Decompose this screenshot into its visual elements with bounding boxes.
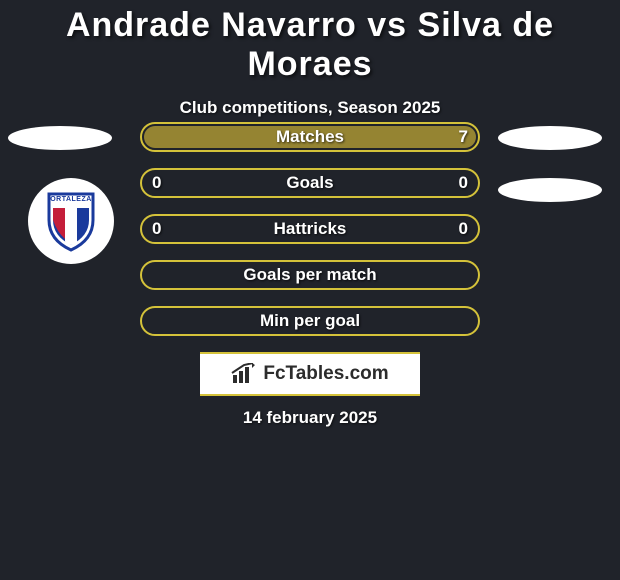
stat-right-value: 7: [459, 127, 468, 147]
stat-left-value: 0: [152, 219, 161, 239]
brand-text: FcTables.com: [263, 363, 388, 385]
player-left-placeholder: [8, 126, 112, 150]
club-shield-icon: ORTALEZA: [45, 190, 97, 252]
subtitle: Club competitions, Season 2025: [0, 98, 620, 118]
stat-label: Goals: [286, 173, 333, 193]
stat-right-value: 0: [459, 219, 468, 239]
stat-bar: 0 Hattricks 0: [140, 214, 480, 244]
brand-plate: FcTables.com: [200, 352, 420, 396]
stat-bars: Matches 7 0 Goals 0 0 Hattricks 0 Goals per matc…: [140, 122, 480, 352]
stat-label: Matches: [276, 127, 344, 147]
club-badge-label: ORTALEZA: [45, 196, 97, 203]
comparison-card: Andrade Navarro vs Silva de Moraes Club …: [0, 0, 620, 580]
stat-right-value: 0: [459, 173, 468, 193]
club-right-placeholder: [498, 178, 602, 202]
stat-bar: Matches 7: [140, 122, 480, 152]
page-title: Andrade Navarro vs Silva de Moraes: [0, 6, 620, 84]
stat-label: Goals per match: [243, 265, 376, 285]
club-left-badge: ORTALEZA: [28, 178, 114, 264]
stat-label: Min per goal: [260, 311, 360, 331]
stat-bar: Min per goal: [140, 306, 480, 336]
snapshot-date: 14 february 2025: [0, 408, 620, 428]
stat-left-value: 0: [152, 173, 161, 193]
stat-bar: Goals per match: [140, 260, 480, 290]
brand-chart-icon: [231, 363, 257, 385]
player-right-placeholder: [498, 126, 602, 150]
stat-label: Hattricks: [274, 219, 347, 239]
stat-bar: 0 Goals 0: [140, 168, 480, 198]
